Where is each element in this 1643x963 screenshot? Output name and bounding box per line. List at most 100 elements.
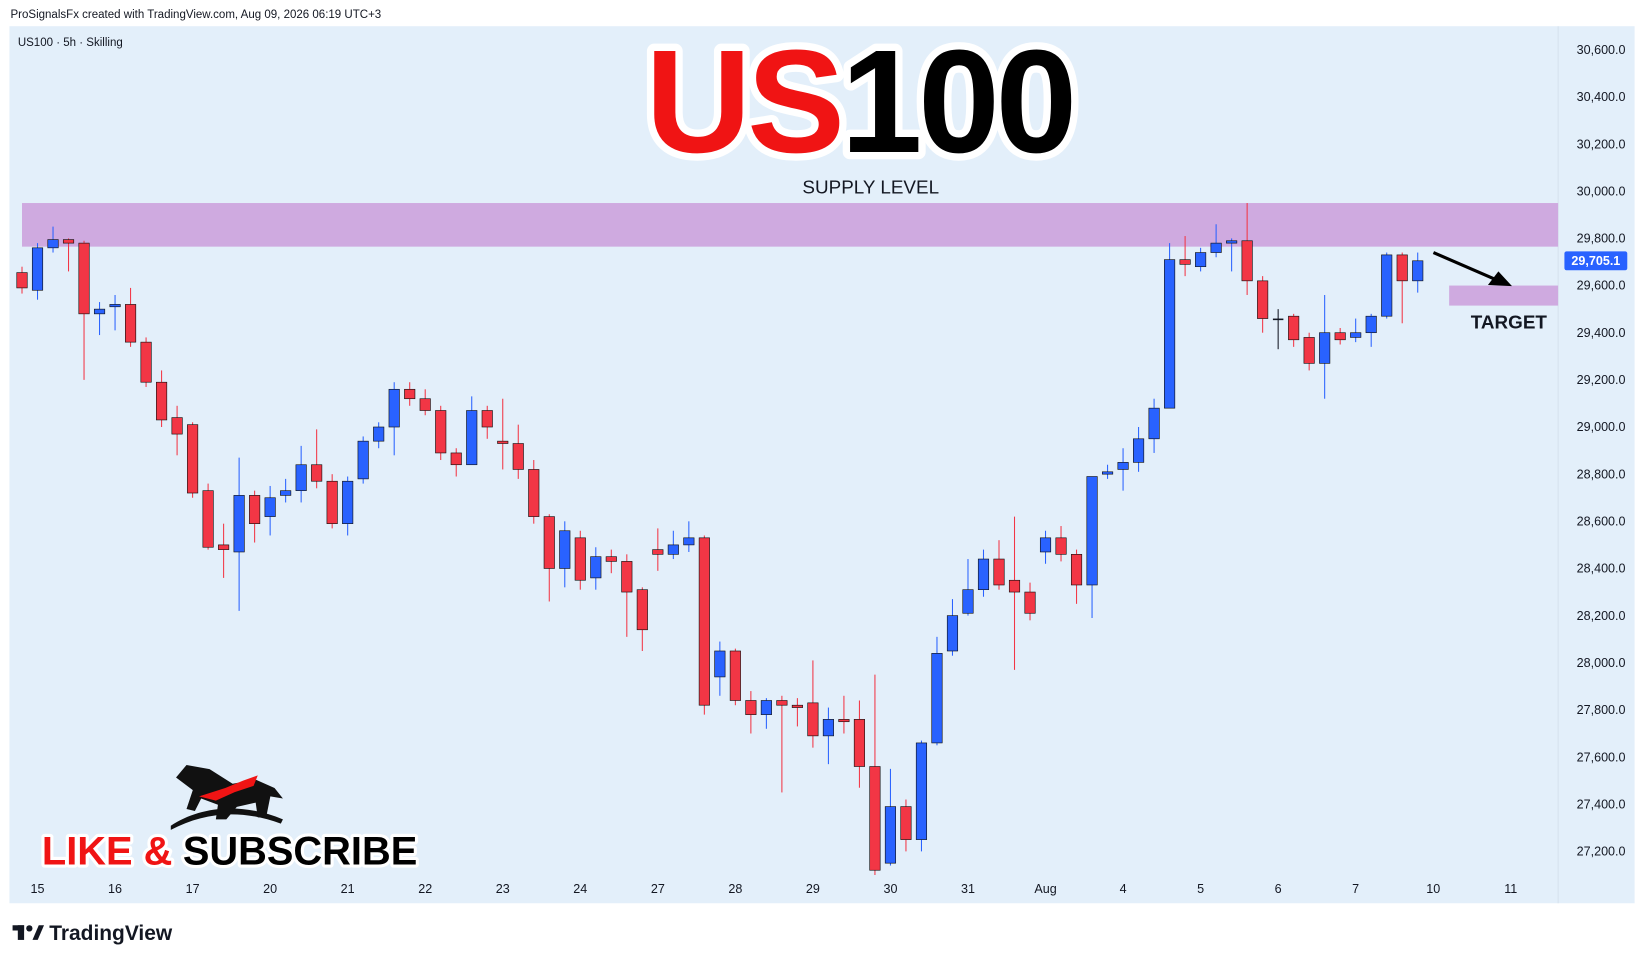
candle-body	[1272, 318, 1284, 321]
header: ProSignalsFx created with TradingView.co…	[10, 9, 381, 21]
y-tick-label: 27,200.0	[1577, 845, 1626, 859]
x-tick-label: 22	[418, 882, 432, 896]
candle-body	[1008, 579, 1021, 593]
candle-body	[791, 704, 803, 708]
x-tick-label: 6	[1275, 882, 1282, 896]
x-tick-label: 31	[961, 882, 975, 896]
y-tick-label: 30,200.0	[1577, 137, 1626, 151]
candle-body	[1412, 260, 1424, 282]
candle-body	[373, 426, 385, 442]
x-tick-label: 4	[1120, 882, 1127, 896]
candle-body	[543, 516, 555, 569]
title-us: US	[645, 20, 840, 184]
x-tick-label: Aug	[1034, 882, 1056, 896]
candle-body	[140, 341, 152, 383]
candle-body	[249, 495, 261, 524]
candle-body	[264, 497, 276, 517]
candle-body	[993, 558, 1005, 586]
candle-body	[326, 480, 338, 524]
candle-body	[31, 247, 44, 291]
candle-body	[1195, 252, 1207, 268]
candle-body	[1133, 438, 1145, 463]
candle-body	[1396, 254, 1408, 282]
zone	[22, 203, 1559, 247]
candle-body	[884, 806, 897, 864]
bull-bear-icon	[170, 764, 283, 830]
x-tick-label: 29	[806, 882, 820, 896]
y-tick-label: 28,200.0	[1577, 609, 1626, 623]
candle-body	[729, 650, 741, 701]
candle-body	[559, 530, 571, 569]
candle-body	[636, 589, 648, 631]
last-price-label: 29,705.1	[1571, 254, 1620, 268]
y-tick-label: 27,400.0	[1577, 797, 1626, 811]
candle-body	[497, 440, 509, 444]
x-tick-label: 17	[186, 882, 200, 896]
y-tick-label: 28,600.0	[1577, 515, 1626, 529]
candle-body	[915, 742, 928, 840]
candle-body	[1257, 280, 1269, 319]
candle-body	[1226, 240, 1238, 244]
candle-body	[1319, 332, 1331, 364]
x-tick-label: 15	[31, 882, 45, 896]
x-tick-label: 7	[1352, 882, 1359, 896]
candle-body	[1303, 337, 1315, 364]
title-100: 100	[841, 20, 1073, 184]
y-tick-label: 29,800.0	[1577, 232, 1626, 246]
candle-body	[450, 452, 462, 466]
candle-body	[760, 700, 772, 715]
chart-panel	[9, 26, 1635, 904]
zone	[1449, 285, 1559, 306]
x-tick-label: 30	[883, 882, 897, 896]
candle-body	[233, 495, 245, 553]
candle-body	[295, 464, 307, 491]
y-tick-label: 28,400.0	[1577, 562, 1626, 576]
x-tick-label: 11	[1504, 882, 1517, 896]
zone-label: SUPPLY LEVEL	[802, 177, 939, 198]
y-tick-label: 28,000.0	[1577, 656, 1626, 670]
candle-body	[807, 702, 819, 737]
candle-body	[574, 537, 586, 581]
candle-body	[109, 304, 121, 308]
candle-body	[311, 464, 323, 482]
candle-body	[47, 239, 59, 249]
x-tick-label: 27	[651, 882, 665, 896]
x-tick-label: 21	[341, 882, 355, 896]
y-tick-label: 29,600.0	[1577, 279, 1626, 293]
x-tick-label: 28	[728, 882, 742, 896]
candle-body	[62, 239, 75, 244]
y-tick-label: 30,600.0	[1577, 43, 1626, 57]
y-tick-label: 29,400.0	[1577, 326, 1626, 340]
candle-body	[946, 615, 959, 652]
candle-body	[1039, 537, 1052, 553]
candle-body	[838, 719, 850, 723]
candle-body	[1086, 476, 1098, 586]
candle-body	[404, 388, 416, 400]
candle-body	[683, 537, 695, 546]
candle-body	[776, 700, 788, 706]
symbol: US100 · 5h · Skilling	[18, 37, 123, 49]
x-tick-label: 24	[573, 882, 587, 896]
candle-body	[466, 410, 478, 466]
candle-body	[435, 410, 447, 454]
candle-body	[187, 424, 199, 494]
y-tick-label: 27,800.0	[1577, 703, 1626, 717]
x-tick-label: 5	[1197, 882, 1204, 896]
candle-body	[93, 308, 106, 315]
candle-body	[853, 719, 865, 767]
candle-body	[745, 700, 757, 715]
like-subscribe: LIKE & SUBSCRIBE	[42, 829, 417, 873]
candle-body	[1288, 315, 1300, 341]
candle-body	[125, 304, 137, 343]
candle-body	[977, 558, 990, 591]
candle-body	[1102, 471, 1114, 475]
candle-body	[652, 549, 664, 555]
candle-body	[1024, 591, 1036, 614]
brand-logo	[12, 925, 45, 940]
candle-body	[1117, 462, 1129, 470]
candle-body	[357, 440, 369, 480]
zone-label: TARGET	[1471, 312, 1548, 333]
candle-body	[1055, 537, 1067, 555]
